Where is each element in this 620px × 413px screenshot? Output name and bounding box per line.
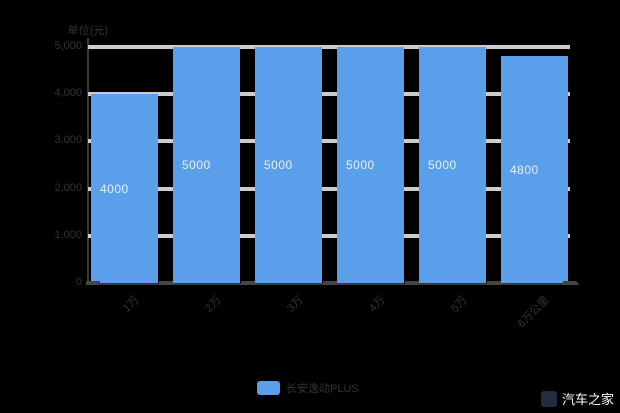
bar-value-label: 5000 xyxy=(346,158,375,172)
bar-value-label: 5000 xyxy=(182,158,211,172)
x-axis-tick xyxy=(240,281,255,285)
gridline-2000 xyxy=(88,186,570,191)
x-tick-label: 2万 xyxy=(202,294,224,315)
y-tick-label: 4,000 xyxy=(54,87,82,100)
y-tick-label: 5,000 xyxy=(54,40,82,52)
bar-value-label: 5000 xyxy=(428,158,457,172)
watermark: 汽车之家 xyxy=(540,389,614,408)
x-tick-label: 4万 xyxy=(366,294,388,315)
x-axis-tick xyxy=(158,281,173,285)
bar-value-label: 4000 xyxy=(100,181,129,196)
x-tick-label: 3万 xyxy=(284,294,306,315)
y-axis-unit-label: 单位(元) xyxy=(67,25,108,37)
x-axis-tick xyxy=(486,281,501,285)
autohome-logo-icon xyxy=(540,390,557,407)
x-tick-label: 1万 xyxy=(120,294,142,315)
bar-value-label: 4800 xyxy=(510,162,539,177)
legend-swatch-icon xyxy=(257,381,280,395)
bar-4万: 5000 xyxy=(337,47,404,283)
bar-2万: 5000 xyxy=(173,47,240,283)
gridline-5000 xyxy=(88,45,570,49)
y-axis-line xyxy=(87,38,89,285)
bar-1万: 4000 xyxy=(91,94,158,283)
legend-series-label: 长安逸动PLUS xyxy=(286,383,359,395)
watermark-text: 汽车之家 xyxy=(561,392,614,407)
gridline-4000 xyxy=(88,92,570,97)
legend: 长安逸动PLUS xyxy=(257,380,359,396)
gridline-1000 xyxy=(88,233,570,238)
y-tick-label: 0 xyxy=(75,276,82,288)
x-tick-label: 5万 xyxy=(448,294,470,315)
y-tick-label: 2,000 xyxy=(54,181,82,194)
x-axis-tick xyxy=(563,281,577,285)
y-tick-label: 1,000 xyxy=(54,228,82,241)
x-tick-label: 6万公里 xyxy=(514,294,552,331)
y-tick-label: 3,000 xyxy=(54,134,82,147)
bar-value-label: 5000 xyxy=(264,158,293,172)
bar-5万: 5000 xyxy=(419,47,486,283)
gridline-3000 xyxy=(88,139,570,144)
x-axis-tick xyxy=(86,281,100,285)
x-axis-tick xyxy=(322,281,337,285)
bar-3万: 5000 xyxy=(255,47,322,283)
bar-6万公里: 4800 xyxy=(501,56,568,283)
x-axis-tick xyxy=(404,281,419,285)
